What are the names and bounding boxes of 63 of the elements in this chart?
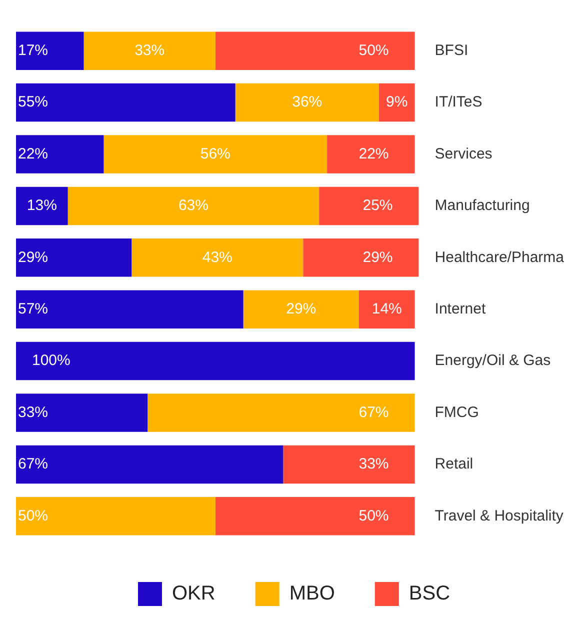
bar — [303, 238, 419, 277]
data-label: 50% — [358, 42, 389, 59]
legend-label: MBO — [289, 582, 335, 605]
data-label: 14% — [372, 300, 402, 318]
bar — [84, 32, 216, 70]
bar — [148, 394, 415, 432]
bar — [16, 394, 148, 432]
y-tick-label: FMCG — [434, 404, 479, 421]
data-label: 9% — [386, 94, 408, 111]
data-label: 33% — [18, 404, 48, 421]
bar — [283, 445, 415, 484]
bar — [327, 135, 415, 174]
bar — [215, 32, 415, 70]
data-label: 100% — [32, 352, 70, 370]
bar — [378, 83, 415, 122]
legend-label: BSC — [408, 582, 450, 605]
data-label: 33% — [358, 456, 389, 473]
bar — [68, 186, 320, 226]
data-label: 43% — [202, 248, 232, 266]
bar — [104, 135, 328, 174]
data-label: 25% — [362, 197, 393, 214]
bar — [16, 238, 132, 277]
bar — [215, 497, 415, 536]
y-tick-label: Retail — [434, 456, 474, 473]
data-label: 13% — [26, 197, 57, 214]
bar — [243, 290, 359, 328]
bar — [16, 186, 68, 226]
data-label: 57% — [18, 300, 48, 318]
data-label: 63% — [178, 197, 208, 214]
data-label: 33% — [134, 42, 165, 59]
bar — [16, 32, 84, 70]
bar — [132, 238, 304, 277]
bar — [16, 497, 216, 536]
data-label: 50% — [18, 507, 48, 524]
y-tick-label: Travel & Hospitality — [434, 507, 564, 524]
bar — [16, 342, 415, 380]
y-tick-label: Services — [434, 145, 492, 162]
data-label: 29% — [286, 300, 316, 318]
y-tick-label: Internet — [434, 300, 486, 318]
data-label: 36% — [292, 94, 322, 111]
bar — [16, 445, 284, 484]
y-tick-label: Manufacturing — [434, 197, 530, 214]
y-tick-label: BFSI — [434, 42, 468, 59]
bar — [235, 83, 379, 122]
data-label: 29% — [18, 248, 48, 266]
bar — [358, 290, 415, 328]
data-label: 17% — [18, 42, 48, 59]
y-tick-label: Healthcare/Pharma — [434, 248, 565, 266]
bar — [16, 290, 244, 328]
data-label: 29% — [362, 248, 393, 266]
data-label: 67% — [18, 456, 48, 473]
data-label: 55% — [18, 94, 48, 111]
y-tick-label: IT/ITeS — [434, 94, 482, 111]
data-label: 56% — [200, 145, 230, 162]
data-label: 67% — [358, 404, 389, 421]
bar — [319, 186, 419, 226]
legend-label: OKR — [172, 582, 216, 605]
data-label: 22% — [358, 145, 389, 162]
data-label: 50% — [358, 507, 389, 524]
data-label: 22% — [18, 145, 48, 162]
bar — [16, 83, 236, 122]
y-tick-label: Energy/Oil & Gas — [434, 352, 551, 370]
bar — [16, 135, 104, 174]
